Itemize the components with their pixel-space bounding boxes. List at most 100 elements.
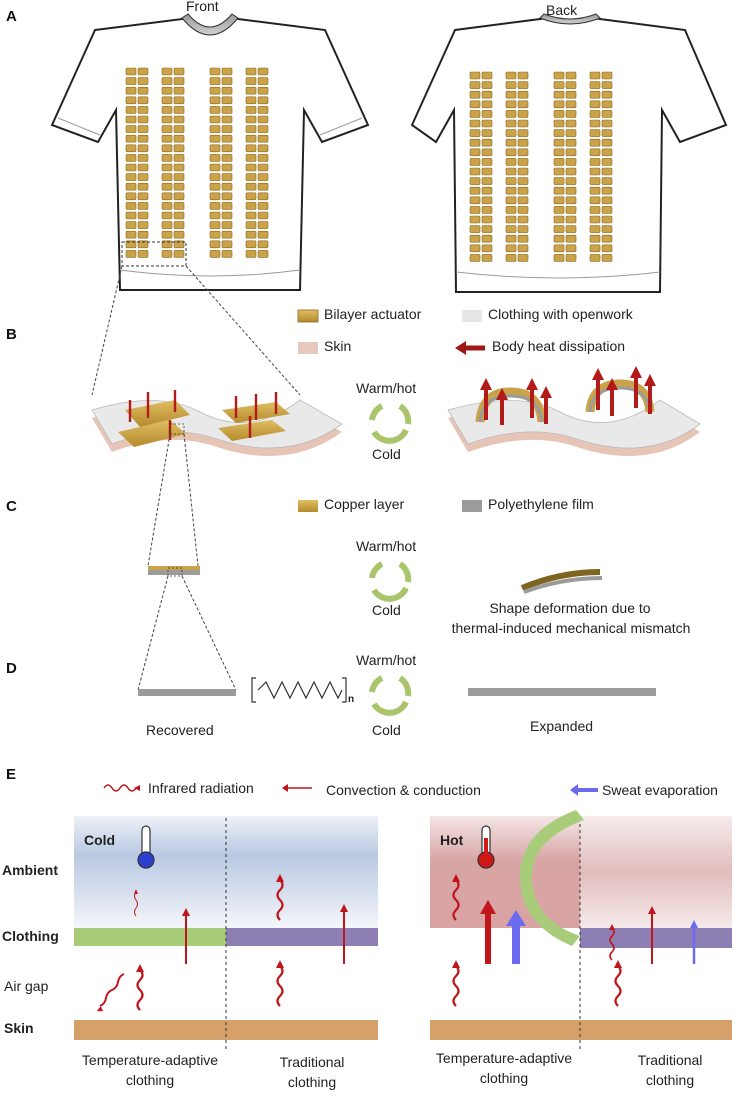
actuator-pad xyxy=(257,154,269,162)
actuator-pad xyxy=(245,154,257,162)
actuator-pad xyxy=(589,148,601,157)
actuator-pad xyxy=(161,250,173,258)
cold-right-caption-1: Traditional xyxy=(279,1054,345,1070)
actuator-pad xyxy=(257,240,269,249)
actuator-pad xyxy=(553,71,565,80)
actuator-pad xyxy=(209,202,221,210)
actuator-pad xyxy=(245,125,257,133)
actuator-pad xyxy=(245,173,257,181)
actuator-pad xyxy=(589,110,601,118)
actuator-pad xyxy=(481,215,493,224)
actuator-pad xyxy=(257,211,269,220)
actuator-pad xyxy=(125,221,137,229)
actuator-pad xyxy=(517,138,529,147)
actuator-pad xyxy=(565,110,577,118)
actuator-pad xyxy=(565,138,577,147)
actuator-pad xyxy=(481,167,493,176)
actuator-pad xyxy=(125,240,137,249)
actuator-pad xyxy=(505,129,517,137)
actuator-pad xyxy=(161,67,173,76)
actuator-pad xyxy=(505,206,517,214)
copper-layer-swatch xyxy=(298,500,318,512)
actuator-pad xyxy=(565,196,577,205)
actuator-pad xyxy=(469,119,481,128)
chain-subscript: n xyxy=(348,694,355,705)
actuator-pad xyxy=(209,67,221,76)
actuator-pad xyxy=(553,138,565,147)
actuator-pad xyxy=(469,254,481,262)
cycle-d-bottom: Cold xyxy=(372,722,401,738)
actuator-pad xyxy=(481,206,493,214)
actuator-pad xyxy=(161,125,173,133)
bilayer-actuator-swatch xyxy=(297,309,319,323)
film-recovered xyxy=(138,689,236,696)
actuator-pad xyxy=(221,192,233,201)
actuator-pad xyxy=(161,182,173,191)
caption-deformation-2: thermal-induced mechanical mismatch xyxy=(451,620,691,636)
actuator-pad xyxy=(481,158,493,166)
actuator-pad xyxy=(257,144,269,153)
actuator-pad xyxy=(517,196,529,205)
actuator-pad xyxy=(505,177,517,185)
actuator-pad xyxy=(601,71,613,80)
actuator-pad xyxy=(245,230,257,239)
actuator-pad xyxy=(517,186,529,195)
actuator-pad xyxy=(209,221,221,229)
front-label: Front xyxy=(186,0,219,14)
actuator-pad xyxy=(137,77,149,85)
actuator-pad xyxy=(125,144,137,153)
actuator-pad xyxy=(161,211,173,220)
actuator-pad xyxy=(481,225,493,233)
actuator-pad xyxy=(161,134,173,143)
actuator-pad xyxy=(221,173,233,181)
actuator-pad xyxy=(553,148,565,157)
actuator-pad xyxy=(209,86,221,95)
actuator-pad xyxy=(481,81,493,89)
legend-sweat: Sweat evaporation xyxy=(602,782,718,798)
actuator-pad xyxy=(589,81,601,89)
actuator-pad xyxy=(469,196,481,205)
actuator-pad xyxy=(137,67,149,76)
actuator-pad xyxy=(469,225,481,233)
actuator-pad xyxy=(469,158,481,166)
actuator-pad xyxy=(469,81,481,89)
cloth-hot-state xyxy=(447,366,701,457)
actuator-pad xyxy=(137,115,149,124)
actuator-pad xyxy=(221,96,233,105)
actuator-pad xyxy=(517,81,529,89)
actuator-pad xyxy=(173,173,185,181)
polymer-chain-icon xyxy=(251,677,347,703)
actuator-pad xyxy=(245,115,257,124)
actuator-pad xyxy=(517,119,529,128)
actuator-pad xyxy=(481,100,493,109)
actuator-pad xyxy=(481,196,493,205)
caption-deformation-1: Shape deformation due to xyxy=(489,600,651,616)
actuator-pad xyxy=(469,129,481,137)
actuator-pad xyxy=(209,125,221,133)
actuator-pad xyxy=(245,202,257,210)
actuator-pad xyxy=(137,96,149,105)
actuator-pad xyxy=(173,211,185,220)
actuator-pad xyxy=(565,119,577,128)
panel-letter-a: A xyxy=(6,8,17,25)
cold-title: Cold xyxy=(84,832,116,848)
film-expanded xyxy=(468,688,656,696)
actuator-pad xyxy=(601,254,613,262)
actuator-pad xyxy=(245,192,257,201)
actuator-pad xyxy=(565,234,577,243)
actuator-pad xyxy=(245,96,257,105)
actuator-pad xyxy=(517,234,529,243)
actuator-pad xyxy=(245,163,257,172)
actuator-pad xyxy=(173,250,185,258)
actuator-pad xyxy=(137,86,149,95)
actuator-pad xyxy=(221,163,233,172)
actuator-pad xyxy=(221,144,233,153)
actuator-pad xyxy=(173,134,185,143)
hot-left-caption-2: clothing xyxy=(479,1070,529,1086)
actuator-pad xyxy=(257,77,269,85)
actuator-pad xyxy=(601,196,613,205)
actuator-pad xyxy=(589,225,601,233)
back-label: Back xyxy=(546,2,578,18)
actuator-pad xyxy=(137,125,149,133)
